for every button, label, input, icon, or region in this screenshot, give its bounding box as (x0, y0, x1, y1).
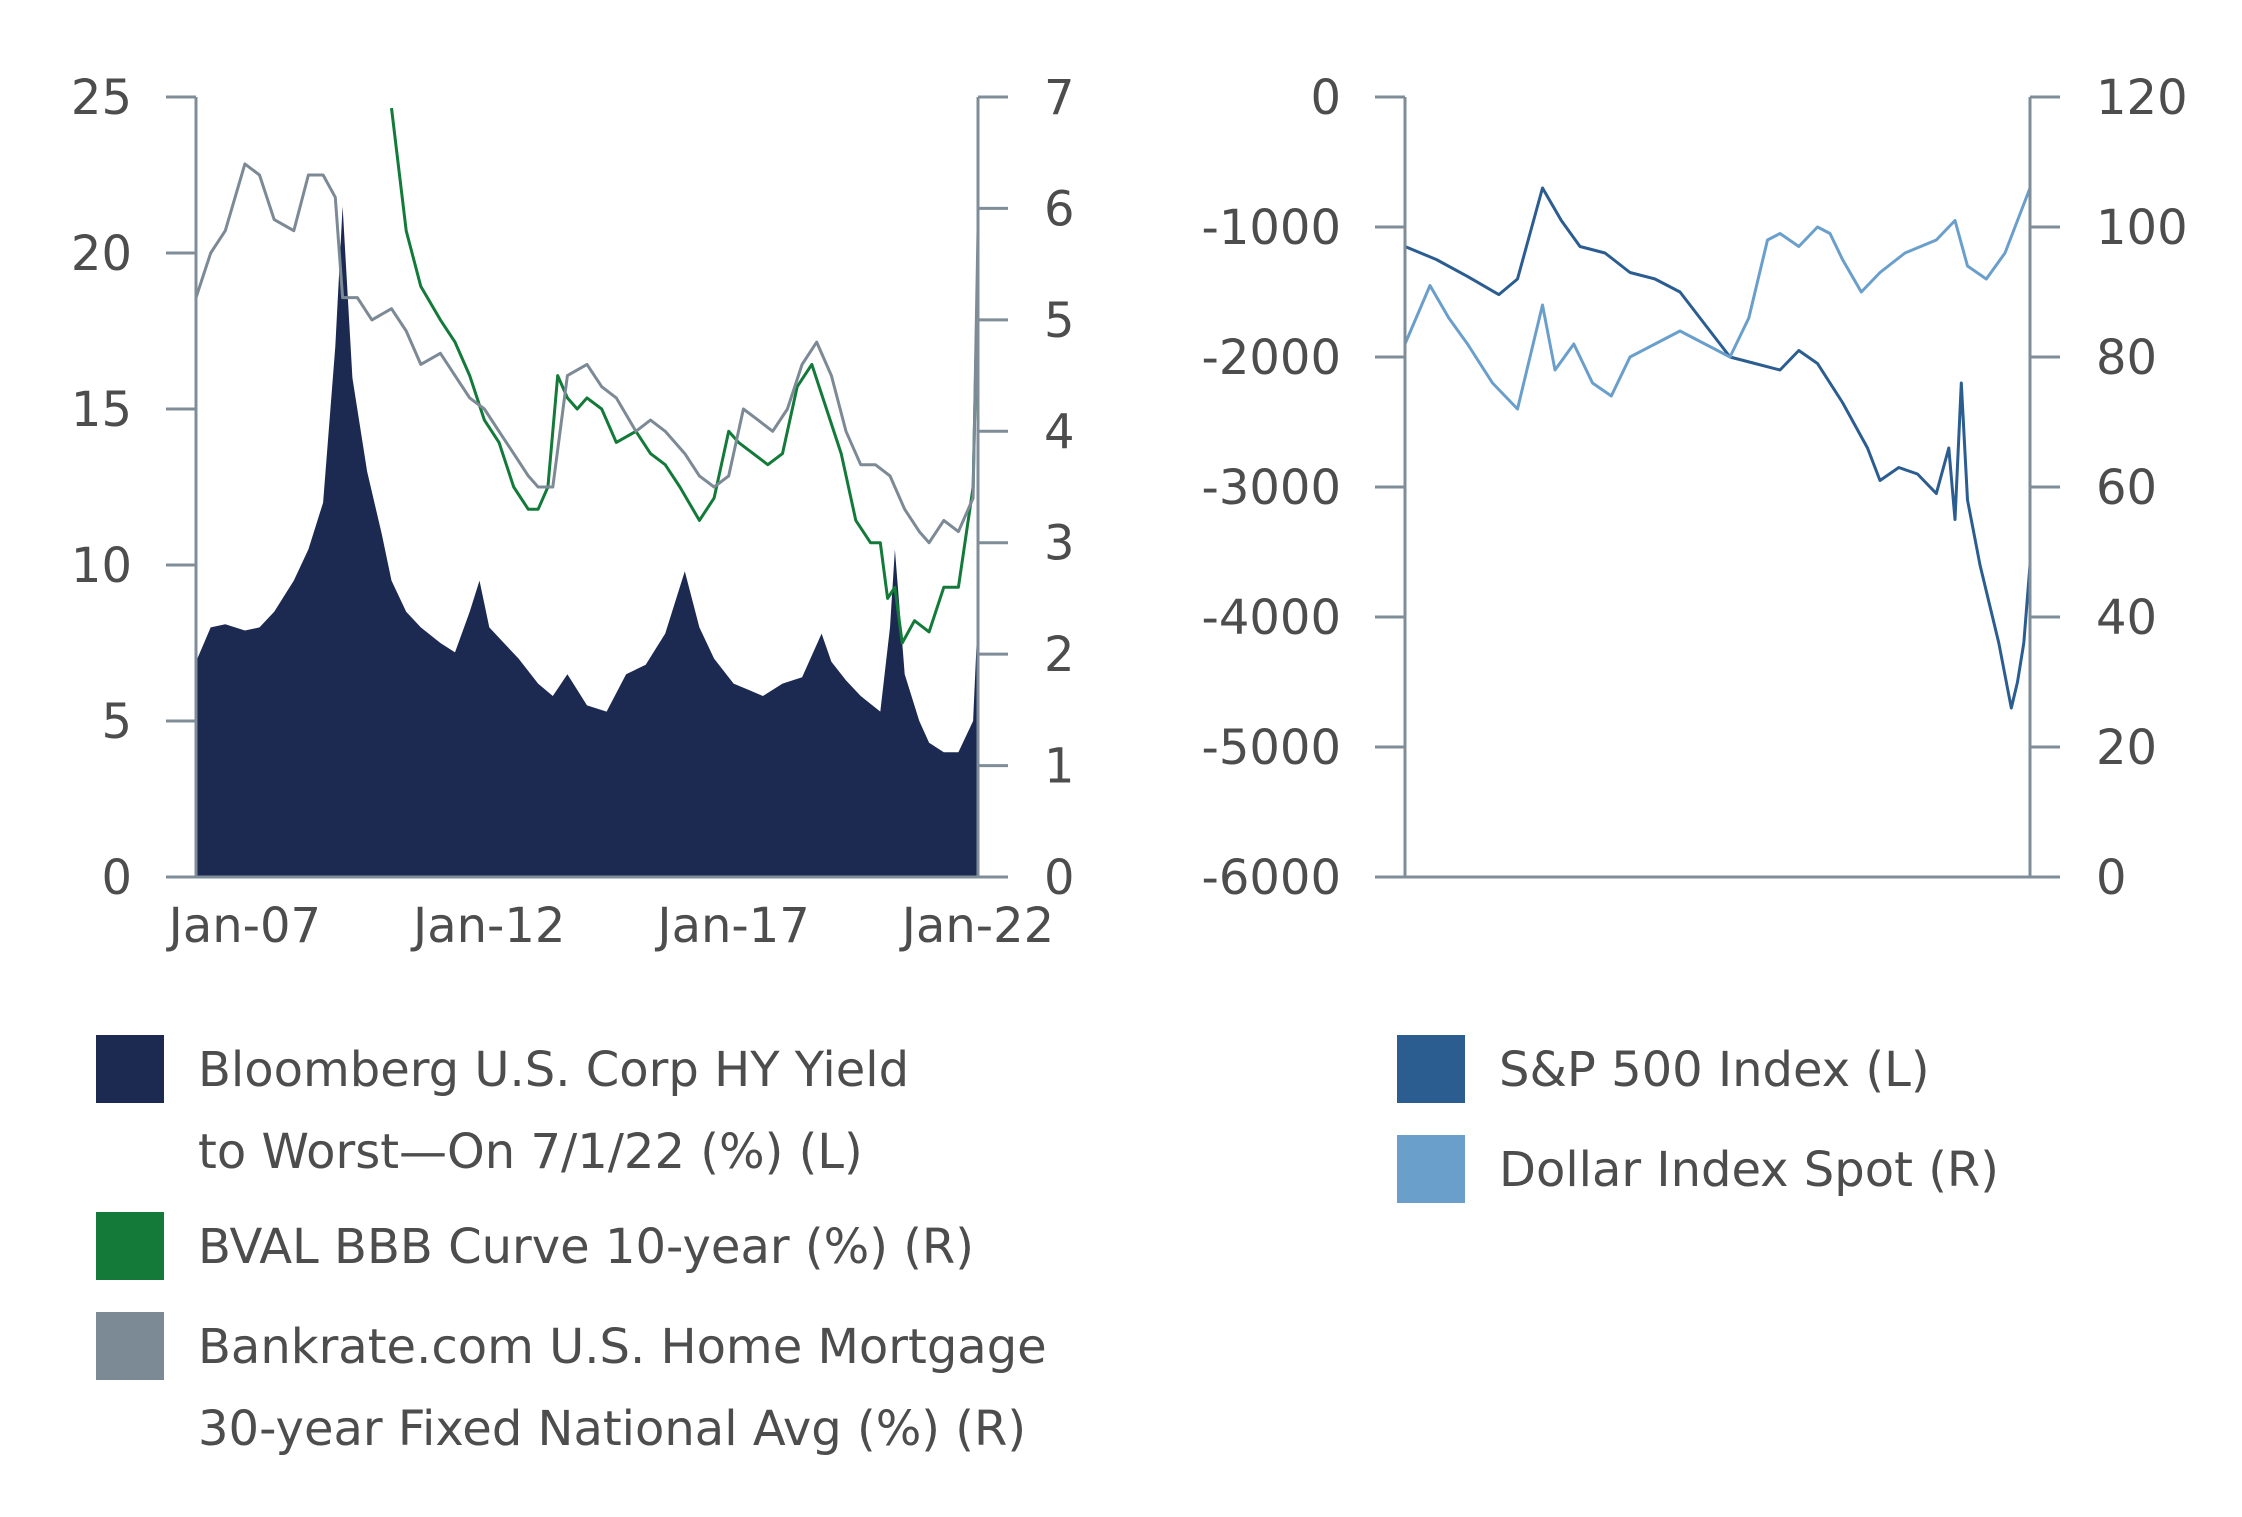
panel1-right-tick-label: 3 (1044, 516, 1075, 572)
panel1-right-tick-label: 5 (1044, 293, 1075, 349)
panel2-left-tick-label: -2000 (1202, 330, 1341, 386)
right-chart-panel: 0 -1000 -2000 -3000 -4000 -5000 -6000 120 100 80 6… (1202, 70, 2188, 906)
panel2-right-tick-label: 0 (2096, 850, 2127, 906)
legend-swatch-bbb-curve (96, 1212, 164, 1280)
panel1-left-tick-label: 10 (71, 538, 132, 594)
panel1-left-tick-label: 25 (71, 70, 132, 126)
left-chart-panel: 0 5 10 15 20 25 0 1 2 3 4 5 6 7 Jan-07 Jan-12 Jan-17 Jan-… (71, 70, 1075, 954)
panel2-right-tick-label: 40 (2096, 590, 2157, 646)
panel1-right-tick-label: 1 (1044, 739, 1075, 795)
panel1-x-tick-label: Jan-07 (166, 898, 321, 954)
panel1-x-tick-label: Jan-17 (654, 898, 809, 954)
panel2-left-tick-label: 0 (1310, 70, 1341, 126)
legend-label-mortgage-line2: 30-year Fixed National Avg (%) (R) (198, 1401, 1027, 1457)
panel2-right-tick-label: 100 (2096, 200, 2188, 256)
legend-label-sp500: S&P 500 Index (L) (1499, 1042, 1930, 1098)
panel1-x-tick-label: Jan-12 (410, 898, 565, 954)
panel2-left-tick-label: -4000 (1202, 590, 1341, 646)
legend-swatch-dollar-index (1397, 1135, 1465, 1203)
panel1-x-tick-label: Jan-22 (899, 898, 1054, 954)
legend-label-bbb-curve: BVAL BBB Curve 10-year (%) (R) (198, 1219, 974, 1275)
panel1-left-tick-label: 0 (101, 850, 132, 906)
panel2-left-tick-label: -3000 (1202, 460, 1341, 516)
panel1-left-tick-label: 20 (71, 226, 132, 282)
panel2-left-tick-label: -6000 (1202, 850, 1341, 906)
legend-label-dollar-index: Dollar Index Spot (R) (1499, 1142, 1999, 1198)
panel1-right-tick-label: 0 (1044, 850, 1075, 906)
legend-label-mortgage-line1: Bankrate.com U.S. Home Mortgage (198, 1319, 1047, 1375)
panel1-left-tick-label: 5 (101, 694, 132, 750)
series-bankrate-com-u-s-home-mortgage-30-year-fixed-national-avg-r-line (194, 162, 980, 545)
panel2-left-tick-label: -1000 (1202, 200, 1341, 256)
panel2-right-tick-label: 60 (2096, 460, 2157, 516)
legend-swatch-sp500 (1397, 1035, 1465, 1103)
panel2-right-tick-label: 120 (2096, 70, 2188, 126)
panel1-right-tick-label: 6 (1044, 181, 1075, 237)
panel1-right-tick-label: 7 (1044, 70, 1075, 126)
legend-label-hy-yield-line2: to Worst—On 7/1/22 (%) (L) (198, 1124, 863, 1180)
panel2-right-tick-label: 80 (2096, 330, 2157, 386)
panel1-right-tick-label: 4 (1044, 404, 1075, 460)
panel2-left-tick-label: -5000 (1202, 720, 1341, 776)
panel1-right-tick-label: 2 (1044, 627, 1075, 683)
panel2-right-tick-label: 20 (2096, 720, 2157, 776)
panel1-left-tick-label: 15 (71, 382, 132, 438)
series-dollar-index-spot-r-line (1403, 187, 2032, 411)
legend-swatch-mortgage (96, 1312, 164, 1380)
legend-label-hy-yield-line1: Bloomberg U.S. Corp HY Yield (198, 1042, 910, 1098)
series-bval-bbb-curve-10-year-r-line (390, 107, 980, 645)
series-s-p-500-index-l-line (1404, 186, 2032, 710)
series-bloomberg-u-s-corp-hy-yield-to-worst-on-7-1-22-l-area (196, 206, 978, 877)
legend-swatch-hy-yield (96, 1035, 164, 1103)
